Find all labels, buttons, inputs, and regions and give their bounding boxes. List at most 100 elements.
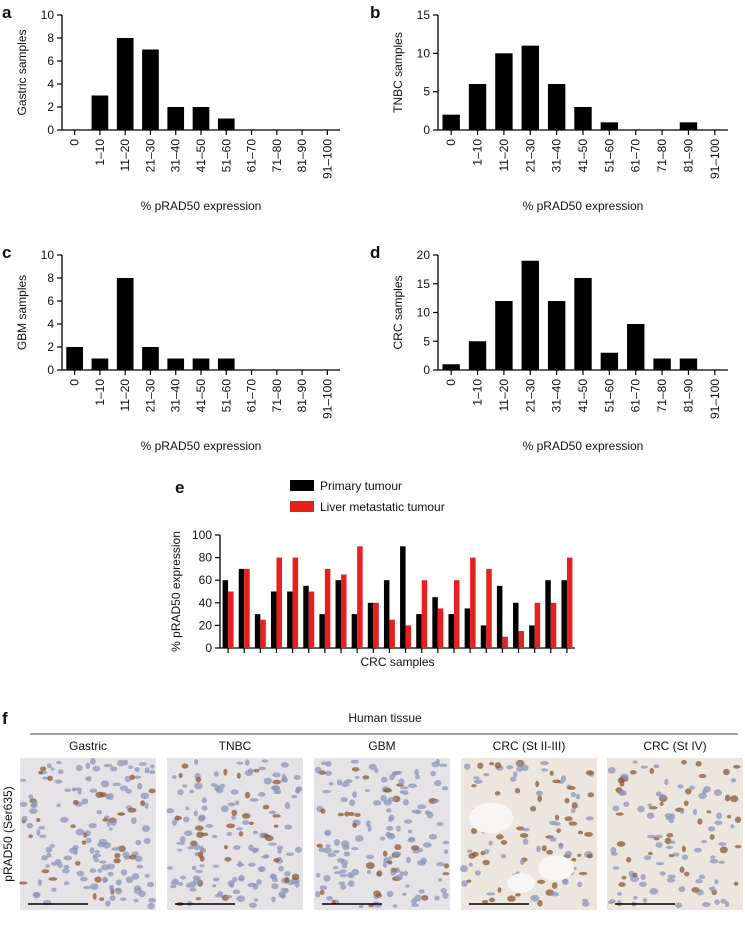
nucleus: [133, 775, 142, 779]
x-tick-label: 71–80: [655, 379, 669, 413]
nucleus: [535, 780, 540, 788]
nucleus: [719, 846, 728, 854]
nucleus: [379, 836, 386, 841]
bar: [405, 625, 412, 648]
bar: [167, 358, 185, 370]
nucleus: [134, 855, 143, 862]
nucleus: [169, 885, 177, 889]
x-tick-label: 0: [68, 139, 82, 146]
nucleus: [99, 897, 105, 901]
nucleus: [212, 877, 220, 882]
nucleus: [124, 775, 132, 783]
nucleus: [26, 822, 34, 829]
nucleus: [36, 817, 41, 823]
nucleus: [133, 885, 142, 891]
nucleus: [238, 877, 245, 881]
nucleus: [564, 850, 573, 857]
lumen: [538, 855, 574, 881]
nucleus: [257, 866, 266, 873]
nucleus: [515, 760, 522, 766]
nucleus: [653, 764, 660, 769]
x-tick-label: 41–50: [194, 379, 208, 413]
nucleus: [411, 809, 420, 814]
nucleus: [714, 879, 719, 885]
nucleus: [560, 775, 567, 782]
nucleus: [612, 866, 620, 870]
bar: [66, 347, 83, 370]
nucleus: [349, 799, 356, 806]
nucleus: [166, 808, 175, 814]
nucleus: [497, 887, 502, 893]
nucleus: [264, 835, 274, 842]
nucleus: [322, 789, 331, 794]
tissue-background: [607, 758, 743, 910]
nucleus: [708, 826, 716, 832]
nucleus: [320, 808, 326, 814]
nucleus: [102, 818, 109, 822]
nucleus: [443, 849, 449, 855]
nucleus: [127, 807, 137, 813]
nucleus: [426, 811, 434, 819]
nucleus: [669, 840, 676, 844]
nucleus: [623, 801, 630, 807]
nucleus: [354, 775, 360, 779]
panel-letter: d: [370, 243, 380, 262]
nucleus: [668, 854, 675, 858]
nucleus: [261, 759, 269, 763]
nucleus: [464, 763, 471, 770]
nucleus: [376, 870, 383, 877]
nucleus: [291, 873, 300, 881]
bar: [292, 557, 299, 648]
x-tick-label: 71–80: [655, 139, 669, 173]
nucleus: [581, 901, 590, 907]
panel-letter: f: [2, 709, 8, 728]
bar: [486, 568, 492, 648]
nucleus: [632, 760, 638, 764]
x-tick-label: 51–60: [219, 379, 233, 413]
nucleus: [436, 822, 444, 827]
nucleus: [146, 881, 155, 888]
y-tick-label: 6: [47, 54, 54, 68]
nucleus: [130, 817, 137, 825]
bar: [142, 347, 159, 370]
x-tick-label: 31–40: [169, 379, 183, 413]
nucleus: [691, 887, 700, 893]
bar: [91, 95, 109, 130]
nucleus: [199, 864, 205, 868]
nucleus: [150, 764, 155, 769]
y-tick-label: 10: [417, 306, 431, 320]
y-tick-label: 6: [47, 294, 54, 308]
image-caption: CRC (St II-III): [493, 739, 566, 753]
bar: [679, 358, 698, 370]
y-tick-label: 8: [47, 271, 54, 285]
x-tick-label: 71–80: [270, 379, 284, 413]
nucleus: [115, 887, 123, 895]
nucleus: [236, 827, 244, 831]
nucleus: [552, 779, 561, 784]
nucleus: [434, 780, 442, 787]
y-tick-label: 15: [417, 277, 431, 291]
bar: [574, 278, 592, 370]
nucleus: [212, 864, 220, 868]
nucleus: [554, 814, 560, 821]
nucleus: [171, 775, 177, 779]
nucleus: [244, 791, 251, 799]
nucleus: [340, 797, 348, 803]
nucleus: [380, 794, 387, 802]
nucleus: [616, 892, 623, 896]
nucleus: [83, 885, 91, 890]
nucleus: [106, 863, 116, 870]
nucleus: [263, 777, 273, 785]
image-caption: CRC (St IV): [643, 739, 706, 753]
nucleus: [365, 854, 375, 859]
nucleus: [689, 785, 695, 790]
y-tick-label: 8: [47, 31, 54, 45]
nucleus: [618, 882, 626, 888]
y-tick-label: 20: [199, 618, 213, 632]
nucleus: [337, 812, 345, 817]
nucleus: [571, 857, 577, 862]
nucleus: [105, 793, 111, 800]
y-tick-label: 0: [423, 363, 430, 377]
nucleus: [421, 894, 429, 901]
y-tick-label: 2: [47, 100, 54, 114]
